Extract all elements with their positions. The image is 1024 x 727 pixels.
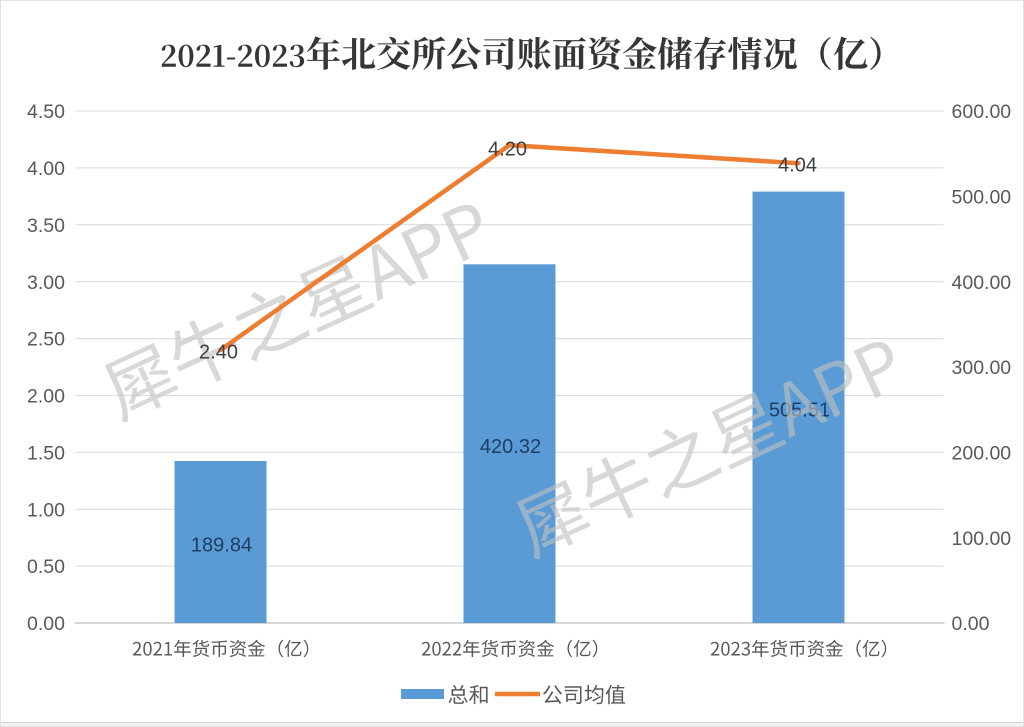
svg-text:3.50: 3.50 bbox=[27, 215, 65, 237]
svg-text:2.50: 2.50 bbox=[27, 329, 65, 351]
svg-text:420.32: 420.32 bbox=[480, 436, 541, 458]
svg-text:0.00: 0.00 bbox=[952, 613, 990, 635]
svg-text:2.00: 2.00 bbox=[27, 386, 65, 408]
svg-text:1.50: 1.50 bbox=[27, 442, 65, 464]
svg-text:200.00: 200.00 bbox=[952, 442, 1012, 464]
svg-text:2.40: 2.40 bbox=[199, 342, 238, 364]
svg-text:4.50: 4.50 bbox=[27, 101, 65, 123]
svg-text:500.00: 500.00 bbox=[952, 186, 1012, 208]
svg-text:4.20: 4.20 bbox=[488, 138, 527, 160]
svg-text:600.00: 600.00 bbox=[952, 101, 1012, 123]
svg-text:4.00: 4.00 bbox=[27, 158, 65, 180]
svg-text:189.84: 189.84 bbox=[191, 534, 252, 556]
svg-text:400.00: 400.00 bbox=[952, 272, 1012, 294]
svg-text:0.00: 0.00 bbox=[27, 613, 65, 635]
svg-text:3.00: 3.00 bbox=[27, 272, 65, 294]
svg-text:0.50: 0.50 bbox=[27, 556, 65, 578]
svg-text:4.04: 4.04 bbox=[778, 155, 817, 177]
svg-text:300.00: 300.00 bbox=[952, 357, 1012, 379]
svg-text:1.00: 1.00 bbox=[27, 499, 65, 521]
svg-text:100.00: 100.00 bbox=[952, 528, 1012, 550]
